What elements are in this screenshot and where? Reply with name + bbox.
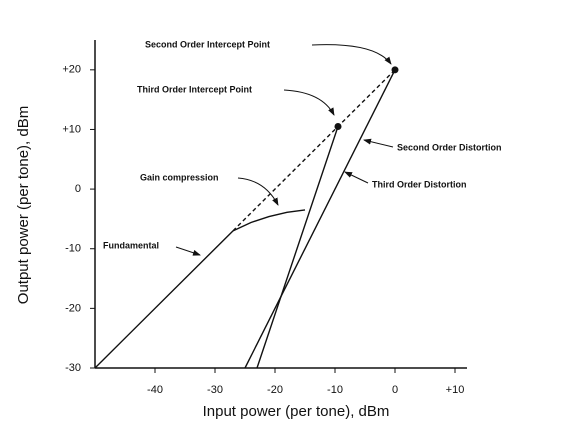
- x-tick-label: -30: [207, 384, 223, 396]
- x-tick-label: -10: [327, 384, 343, 396]
- y-tick-label: 0: [75, 183, 81, 195]
- annotation-arrow: [237, 177, 279, 206]
- series-annotation: Gain compression: [140, 172, 219, 182]
- x-tick-label: 0: [392, 384, 398, 396]
- series-annotation: Fundamental: [103, 240, 159, 250]
- x-axis-label: Input power (per tone), dBm: [203, 403, 390, 420]
- annotation-arrow: [311, 44, 392, 65]
- x-tick-label: +10: [446, 384, 465, 396]
- annotation-arrow: [283, 89, 335, 116]
- series-annotation: Second Order Distortion: [397, 142, 502, 152]
- intercept-point: [391, 66, 399, 74]
- annotation-arrow: [344, 171, 369, 184]
- x-tick-label: -20: [267, 384, 283, 396]
- y-tick-label: -20: [65, 302, 81, 314]
- annotation-arrow: [363, 138, 394, 148]
- series-line: [94, 230, 234, 369]
- series-line: [232, 69, 396, 232]
- x-tick-label: -40: [147, 384, 163, 396]
- series-line: [256, 126, 339, 369]
- y-tick-label: +20: [62, 64, 81, 76]
- annotation-arrow: [175, 246, 201, 256]
- y-tick-label: -10: [65, 243, 81, 255]
- intercept-point: [334, 122, 342, 130]
- series-annotation: Third Order Distortion: [372, 179, 467, 189]
- series-line: [244, 69, 396, 369]
- y-tick-label: -30: [65, 362, 81, 374]
- series-line: [232, 209, 306, 232]
- y-axis-label: Output power (per tone), dBm: [15, 106, 32, 304]
- y-tick-label: +10: [62, 123, 81, 135]
- point-annotation: Second Order Intercept Point: [145, 39, 270, 49]
- point-annotation: Third Order Intercept Point: [137, 84, 252, 94]
